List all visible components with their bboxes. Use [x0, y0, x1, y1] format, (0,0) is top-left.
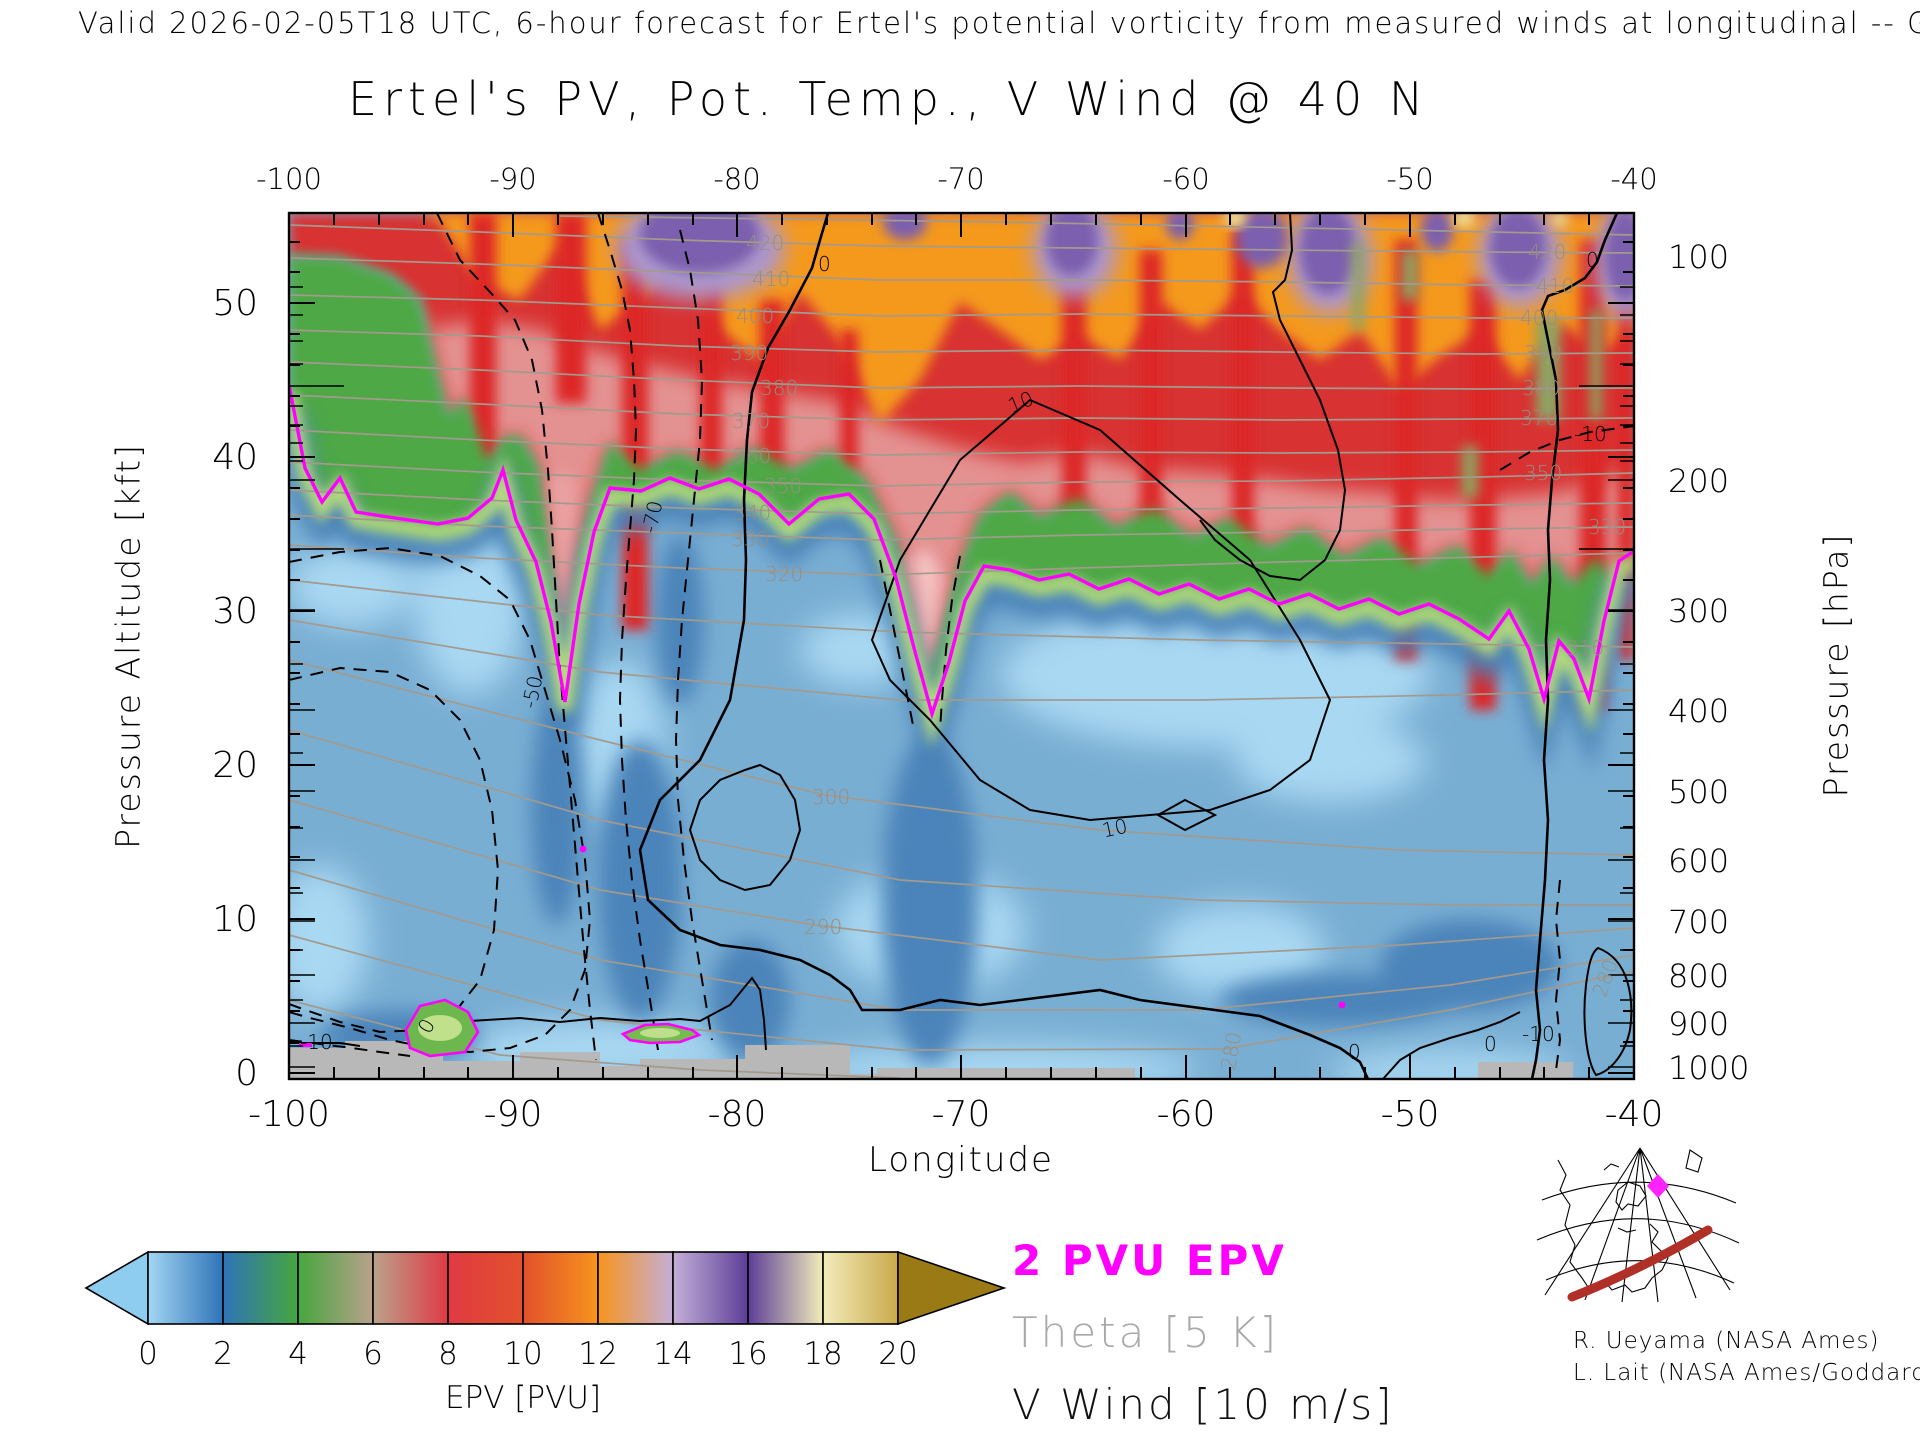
x-tick-top: -60 [1162, 162, 1210, 196]
wind-label: 0 [1348, 1040, 1361, 1064]
credit-line: R. Ueyama (NASA Ames) [1573, 1328, 1880, 1354]
cross-section-path [1567, 1225, 1713, 1302]
x-tick-top: -50 [1386, 162, 1434, 196]
credit-line: L. Lait (NASA Ames/Goddard) [1573, 1360, 1920, 1386]
legend-vwind: V Wind [10 m/s] [1012, 1380, 1395, 1429]
colorbar-tick: 6 [363, 1336, 383, 1372]
theta-label: 370 [732, 409, 771, 433]
wind-label: -10 [1522, 1022, 1555, 1046]
theta-label: 410 [752, 267, 791, 291]
wind-label: 0 [1586, 248, 1599, 272]
y-right-axis-label: Pressure [hPa] [1816, 532, 1856, 798]
y-right-tick: 200 [1668, 462, 1730, 500]
theta-label: 350 [1524, 461, 1563, 485]
y-left-tick: 20 [212, 745, 258, 786]
theta-contours [289, 215, 1634, 1079]
wind-contours-dashed [289, 213, 1634, 1071]
y-right-tick: 600 [1668, 842, 1730, 880]
page-title: Ertel's PV, Pot. Temp., V Wind @ 40 N [348, 72, 1430, 126]
x-tick-top: -100 [256, 162, 322, 196]
colorbar-tick: 16 [728, 1336, 768, 1372]
theta-label: 380 [1522, 376, 1561, 400]
theta-label: 330 [731, 527, 770, 551]
epv-filled-contours [289, 213, 1634, 1079]
legend-pv2: 2 PVU EPV [1012, 1236, 1287, 1285]
y-right-tick: 400 [1668, 692, 1730, 730]
y-right-tick: 800 [1668, 957, 1730, 995]
theta-label: 390 [730, 341, 769, 365]
theta-label: 400 [736, 304, 775, 328]
colorbar-tick: 0 [138, 1336, 158, 1372]
x-axis-label: Longitude [868, 1140, 1054, 1180]
axis-ticks [289, 213, 1634, 1079]
x-tick-bottom: -50 [1380, 1094, 1440, 1135]
theta-label: 420 [1528, 240, 1567, 264]
legend-theta: Theta [5 K] [1012, 1308, 1280, 1357]
colorbar-tick: 10 [503, 1336, 543, 1372]
theta-label: 410 [1536, 274, 1575, 298]
theta-label: 420 [746, 231, 785, 255]
wind-contours-solid [289, 213, 1633, 1079]
boundary-layer-pv-blobs [299, 845, 1346, 1058]
theta-label: 320 [765, 562, 804, 586]
y-right-tick: 1000 [1668, 1049, 1750, 1087]
x-tick-bottom: -60 [1156, 1094, 1216, 1135]
x-tick-bottom: -80 [707, 1094, 767, 1135]
y-left-axis-label: Pressure Altitude [kft] [108, 443, 148, 849]
y-left-tick: 0 [235, 1053, 258, 1094]
x-tick-bottom: -90 [483, 1094, 543, 1135]
wind-label: 0 [1484, 1032, 1497, 1056]
colorbar-tick: 4 [288, 1336, 308, 1372]
theta-label: 390 [1524, 341, 1563, 365]
colorbar [84, 1250, 1007, 1326]
theta-label: 330 [1588, 515, 1627, 539]
wind-label: 0 [818, 252, 831, 276]
theta-label: 360 [733, 444, 772, 468]
plot-frame [287, 211, 1636, 1081]
y-left-tick: 10 [212, 899, 258, 940]
terrain [289, 1041, 1573, 1079]
y-right-tick: 300 [1668, 592, 1730, 630]
theta-label: 310 [1566, 636, 1605, 660]
wind-label: -10 [300, 1030, 333, 1054]
map-inset [1536, 1147, 1740, 1303]
y-left-tick: 50 [212, 283, 258, 324]
theta-label: 350 [764, 474, 803, 498]
x-tick-bottom: -70 [931, 1094, 991, 1135]
y-right-tick: 900 [1668, 1005, 1730, 1043]
x-tick-bottom: -100 [248, 1094, 330, 1135]
theta-label: 300 [812, 785, 851, 809]
y-left-tick: 30 [212, 591, 258, 632]
x-tick-top: -90 [489, 162, 537, 196]
colorbar-tick: 18 [803, 1336, 843, 1372]
location-marker [1647, 1174, 1669, 1198]
theta-label: 290 [804, 915, 843, 939]
theta-label: 370 [1520, 406, 1559, 430]
validity-line: Valid 2026-02-05T18 UTC, 6-hour forecast… [78, 6, 1920, 40]
theta-label: 340 [733, 501, 772, 525]
y-right-tick: 100 [1668, 238, 1730, 276]
wind-label: -10 [1574, 422, 1607, 446]
colorbar-tick: 8 [438, 1336, 458, 1372]
y-left-tick: 40 [212, 437, 258, 478]
x-tick-top: -40 [1610, 162, 1658, 196]
x-tick-top: -70 [937, 162, 985, 196]
colorbar-tick: 20 [878, 1336, 918, 1372]
colorbar-tick: 12 [578, 1336, 618, 1372]
y-right-tick: 700 [1668, 903, 1730, 941]
colorbar-label: EPV [PVU] [444, 1380, 602, 1416]
colorbar-tick: 14 [653, 1336, 693, 1372]
colorbar-tick: 2 [213, 1336, 233, 1372]
theta-label: 400 [1520, 306, 1559, 330]
x-tick-top: -80 [713, 162, 761, 196]
x-tick-bottom: -40 [1604, 1094, 1664, 1135]
y-right-tick: 500 [1668, 773, 1730, 811]
theta-label: 380 [760, 376, 799, 400]
